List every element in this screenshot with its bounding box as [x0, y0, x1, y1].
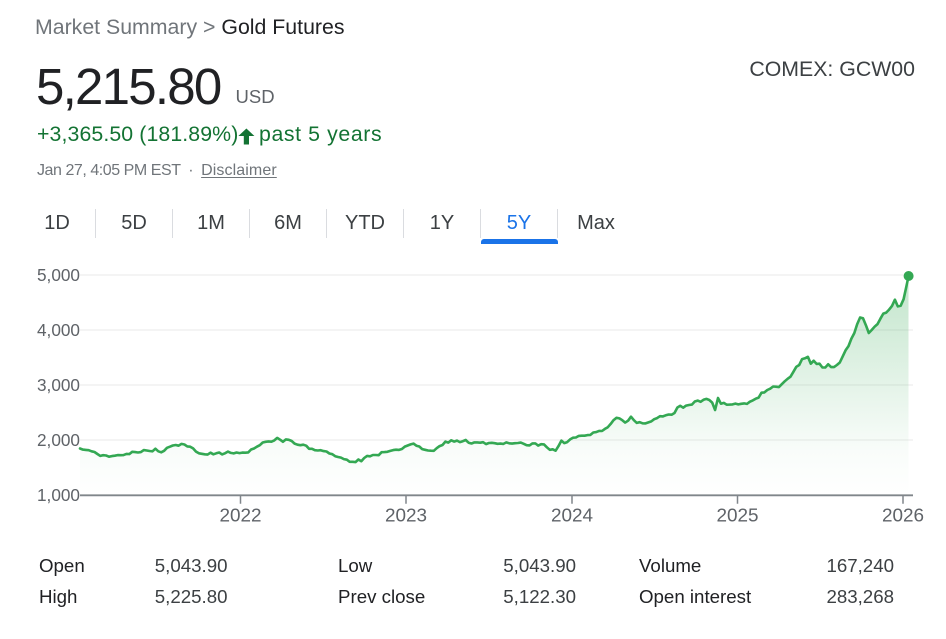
svg-text:1,000: 1,000 [37, 485, 80, 505]
svg-text:3,000: 3,000 [37, 375, 80, 395]
svg-text:2023: 2023 [385, 505, 427, 526]
svg-text:4,000: 4,000 [37, 320, 80, 340]
svg-text:2024: 2024 [551, 505, 593, 526]
svg-text:2025: 2025 [716, 505, 758, 526]
svg-text:2022: 2022 [219, 505, 261, 526]
svg-text:2026: 2026 [882, 505, 924, 526]
svg-text:5,000: 5,000 [37, 265, 80, 285]
svg-text:2,000: 2,000 [37, 430, 80, 450]
